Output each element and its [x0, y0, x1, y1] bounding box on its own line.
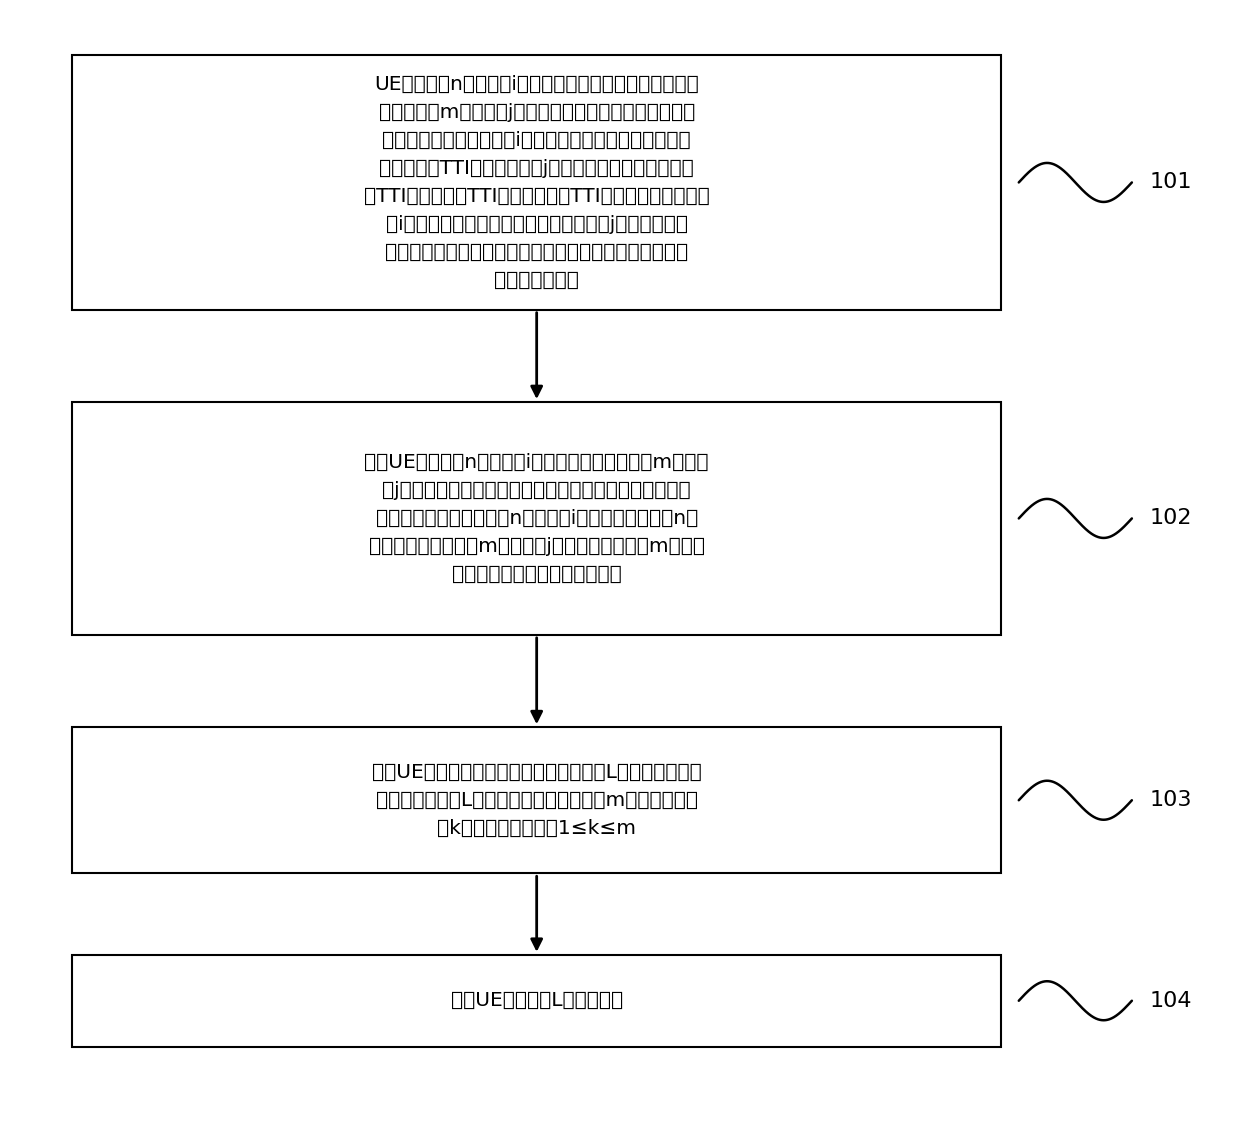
Text: UE确定使用n个编号为i的第一时间单元上的第一信道发送
信息和使用m个编号为j的第二时间单元上的第二信道发送
信息，其中，所述编号为i的第一时间单元的长度为第一: UE确定使用n个编号为i的第一时间单元上的第一信道发送 信息和使用m个编号为j的… — [363, 75, 709, 290]
FancyBboxPatch shape — [72, 955, 1001, 1047]
Text: 104: 104 — [1149, 991, 1192, 1010]
Text: 103: 103 — [1149, 790, 1192, 811]
Text: 所述UE发送所述L个上行信道: 所述UE发送所述L个上行信道 — [450, 991, 622, 1010]
Text: 所述UE确定所述n个编号为i的第一时间单元与所述m个编号
为j的第二时间单元的最大上行传输时间差，所述最大上行
传输时间差为所述编号为n个编号为i的第一时间单元: 所述UE确定所述n个编号为i的第一时间单元与所述m个编号 为j的第二时间单元的最… — [365, 453, 709, 584]
Text: 101: 101 — [1149, 173, 1192, 192]
FancyBboxPatch shape — [72, 402, 1001, 634]
FancyBboxPatch shape — [72, 727, 1001, 874]
Text: 所述UE根据所述最大上行传输时间差，为L个上行信道分配
发射功率，所述L个上行信道至少包括所述m个第二信道中
的k个第二信道，其中1≤k≤m: 所述UE根据所述最大上行传输时间差，为L个上行信道分配 发射功率，所述L个上行信… — [372, 763, 702, 838]
Text: 102: 102 — [1149, 508, 1192, 528]
FancyBboxPatch shape — [72, 55, 1001, 309]
